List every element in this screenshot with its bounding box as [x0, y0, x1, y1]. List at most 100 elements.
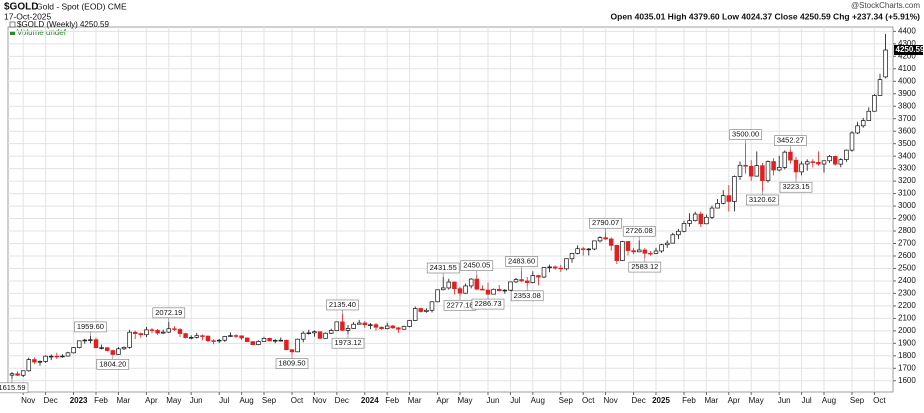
candle-body [693, 214, 697, 221]
candle-body [811, 162, 815, 163]
y-tick-label: 3000 [898, 201, 916, 210]
candle-body [570, 253, 574, 258]
candle-body [643, 250, 647, 253]
candle-body [318, 332, 322, 339]
candle-body [688, 221, 692, 224]
candle-body [660, 245, 664, 251]
candle-body [537, 276, 541, 277]
candle-body [27, 360, 31, 371]
candle-body [626, 242, 630, 251]
candle-body [598, 238, 602, 241]
candle-body [212, 341, 216, 342]
candle-body [49, 356, 53, 357]
y-tick-label: 2100 [898, 313, 916, 322]
candle-body [251, 342, 255, 345]
legend-icon [10, 22, 15, 27]
candle-body [184, 334, 188, 338]
candle-body [458, 289, 462, 293]
x-tick-label: Dec [335, 396, 349, 405]
candle-body [486, 290, 490, 294]
candle-body [105, 348, 109, 351]
candle-body [727, 196, 731, 202]
candle-body [257, 341, 261, 344]
candle-body [425, 310, 429, 311]
candle-body [587, 249, 591, 250]
y-tick-label: 2600 [898, 251, 916, 260]
candle-body [777, 167, 781, 170]
candle-body [856, 126, 860, 133]
annotation-label: 3120.62 [749, 195, 776, 204]
candle-body [637, 250, 641, 252]
candle-body [559, 268, 563, 269]
candle-body [861, 121, 865, 126]
x-tick-label: Mar [408, 396, 422, 405]
candle-body [828, 156, 832, 160]
y-tick-label: 2500 [898, 264, 916, 273]
candle-body [402, 326, 406, 329]
y-tick-label: 4000 [898, 76, 916, 85]
candle-body [94, 340, 98, 348]
x-tick-label: Nov [21, 396, 35, 405]
annotation-label: 1959.60 [77, 322, 104, 331]
candle-body [581, 249, 585, 250]
candle-body [324, 333, 328, 338]
candle-body [464, 286, 468, 293]
candle-body [766, 162, 770, 181]
candle-body [430, 302, 434, 310]
candle-body [531, 276, 535, 283]
candle-body [346, 328, 350, 330]
annotation-label: 2450.05 [463, 261, 490, 270]
x-tick-label: Oct [873, 396, 886, 405]
candle-body [413, 309, 417, 321]
annotation-label: 2277.18 [446, 300, 473, 309]
candle-body [632, 251, 636, 252]
candle-body [565, 259, 569, 269]
x-tick-label: May [457, 396, 472, 405]
candle-body [262, 338, 266, 341]
candle-body [783, 152, 787, 167]
y-tick-label: 4100 [898, 64, 916, 73]
x-tick-label: 2023 [70, 396, 88, 405]
candle-body [822, 161, 826, 164]
candle-body [133, 332, 137, 333]
candle-body [397, 328, 401, 329]
candle-body [61, 356, 65, 357]
annotation-label: 2135.40 [329, 300, 356, 309]
candle-body [447, 282, 451, 288]
candle-body [195, 336, 199, 338]
candle-body [66, 353, 70, 356]
x-tick-label: Jun [190, 396, 203, 405]
candle-body [850, 133, 854, 150]
candle-body [738, 165, 742, 176]
y-tick-label: 3300 [898, 164, 916, 173]
y-tick-label: 2200 [898, 301, 916, 310]
candle-body [21, 371, 25, 375]
candle-body [492, 289, 496, 294]
candle-body [341, 322, 345, 330]
annotation-label: 3223.15 [782, 182, 809, 191]
y-tick-label: 4400 [898, 26, 916, 35]
candle-body [55, 356, 59, 357]
y-tick-label: 1800 [898, 351, 916, 360]
annotation-label: 2431.55 [430, 263, 457, 272]
candle-body [279, 340, 283, 341]
candle-body [772, 162, 776, 170]
instrument-name: Gold - Spot (EOD) CME [36, 1, 127, 11]
candle-body [744, 165, 748, 166]
candle-body [481, 289, 485, 290]
candle-body [128, 332, 132, 347]
y-tick-label: 2800 [898, 226, 916, 235]
y-tick-label: 3900 [898, 89, 916, 98]
candle-body [273, 340, 277, 341]
x-tick-label: May [749, 396, 764, 405]
candle-body [369, 325, 373, 326]
candle-body [469, 279, 473, 286]
y-tick-label: 3100 [898, 189, 916, 198]
candle-body [654, 251, 658, 253]
x-tick-label: May [166, 396, 181, 405]
candle-body [833, 156, 837, 164]
candle-body [206, 336, 210, 341]
y-tick-label: 2900 [898, 214, 916, 223]
candle-body [604, 238, 608, 239]
